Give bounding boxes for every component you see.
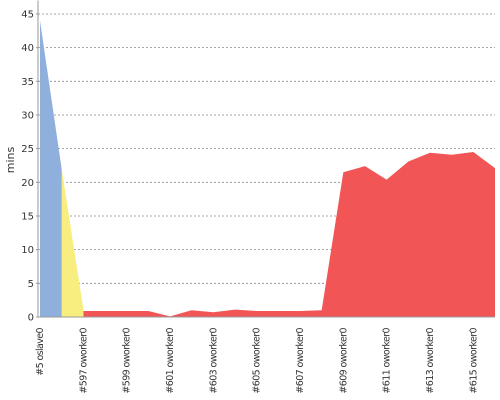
- y-tick-label: 35: [21, 77, 34, 88]
- area: [40, 20, 62, 318]
- x-tick-label: #5 oslave0: [35, 327, 46, 375]
- x-tick-label: #613 oworker0: [425, 327, 436, 393]
- y-tick-label: 5: [28, 279, 34, 290]
- y-tick-label: 15: [21, 211, 34, 222]
- y-tick-label: 20: [21, 178, 34, 189]
- y-tick-label: 40: [21, 43, 34, 54]
- y-axis-label: mins: [4, 146, 17, 173]
- y-tick-label: 30: [21, 110, 34, 121]
- y-tick-label: 45: [21, 9, 34, 20]
- x-tick-label: #605 oworker0: [252, 327, 263, 393]
- y-tick-label: 10: [21, 245, 34, 256]
- x-tick-label: #601 oworker0: [165, 327, 176, 393]
- area: [61, 168, 84, 317]
- x-tick-label: #609 oworker0: [338, 327, 349, 393]
- x-tick-label: #603 oworker0: [208, 327, 219, 393]
- x-tick-label: #599 oworker0: [122, 327, 133, 393]
- y-tick-label: 25: [21, 144, 34, 155]
- x-tick-label: #615 oworker0: [468, 327, 479, 393]
- x-tick-label: #611 oworker0: [382, 327, 393, 393]
- area: [83, 152, 495, 317]
- y-tick-label: 0: [28, 313, 34, 324]
- x-tick-label: #607 oworker0: [295, 327, 306, 393]
- x-tick-label: #597 oworker0: [78, 327, 89, 393]
